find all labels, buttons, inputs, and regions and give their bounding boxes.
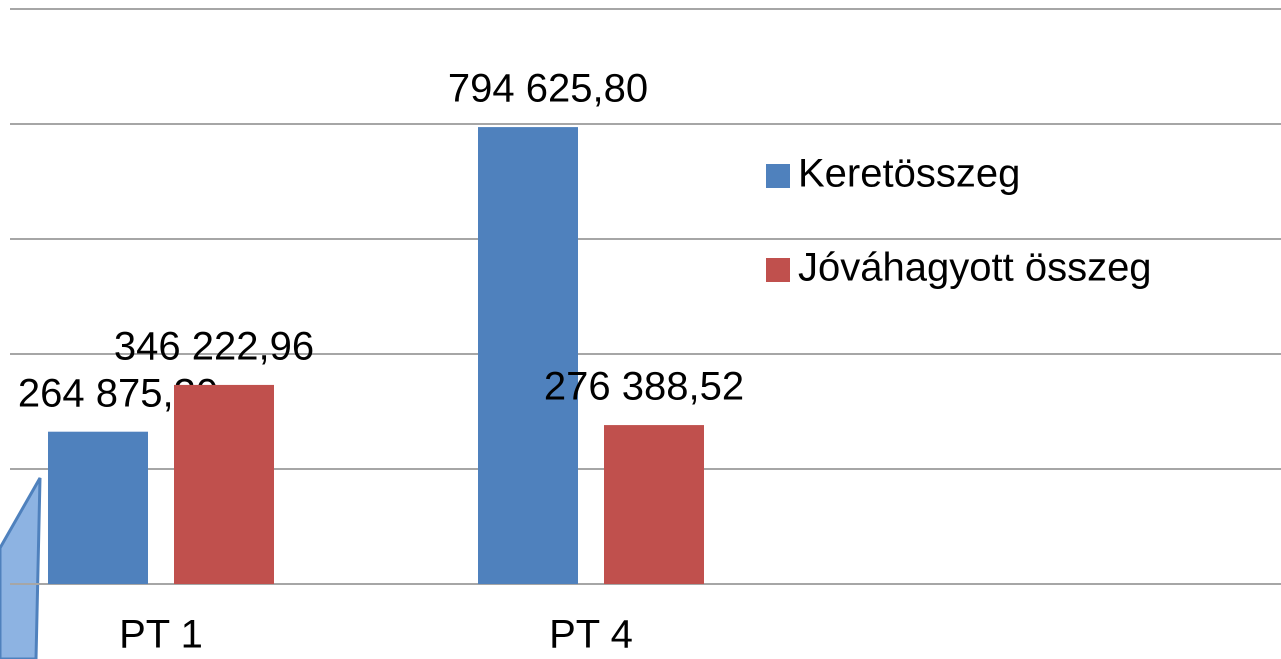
legend-label: Jóváhagyott összeg — [798, 246, 1152, 290]
value-label: 346 222,96 — [114, 324, 314, 368]
value-label: 794 625,80 — [448, 67, 648, 111]
chart: PT 1264 875,30346 222,96PT 4794 625,8027… — [0, 0, 1281, 659]
x-tick-label: PT 4 — [549, 613, 633, 657]
decoration — [0, 478, 40, 659]
bar — [604, 425, 704, 584]
value-label: 276 388,52 — [544, 365, 744, 409]
bar — [48, 432, 148, 584]
bar — [174, 385, 274, 584]
legend-swatch — [766, 164, 790, 188]
bar — [478, 127, 578, 584]
legend-label: Keretösszeg — [798, 152, 1020, 196]
legend-swatch — [766, 258, 790, 282]
x-tick-label: PT 1 — [119, 613, 203, 657]
